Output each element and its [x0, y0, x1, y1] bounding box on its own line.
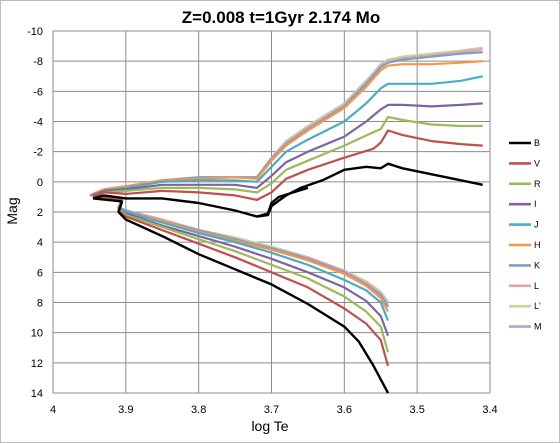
y-tick-label: -8 [33, 56, 43, 68]
x-axis-label: log Te [251, 418, 288, 434]
series-m-upper-line [103, 51, 483, 191]
series-v-connector-line [92, 191, 123, 201]
series-i-upper-line [103, 102, 483, 192]
series-k-upper-line [103, 51, 483, 191]
x-tick-label: 3.8 [191, 404, 206, 416]
legend: BV RI JHK L L' M [509, 138, 542, 332]
y-tick-label: 0 [37, 177, 43, 189]
series-b-upper-line [103, 162, 483, 218]
y-tick-label: 4 [37, 237, 43, 249]
legend-label-m: M [534, 322, 542, 332]
series-b-hook-line [256, 186, 309, 218]
x-tick-label: 3.7 [264, 404, 279, 416]
y-tick-label: 14 [31, 388, 43, 400]
legend-label-r: R [534, 179, 541, 189]
y-tick-label: 12 [31, 358, 43, 370]
series-j-upper-line [103, 75, 483, 192]
legend-label-j: J [534, 220, 539, 230]
tick-layer: -10 -8 -6 -4 -2 0 2 4 6 8 10 12 14 4 3.9 3.8 3.7 3.6 3.5 3.… [27, 26, 498, 416]
series-v-upper-line [103, 129, 483, 201]
x-tick-label: 3.6 [337, 404, 352, 416]
x-tick-label: 3.9 [118, 404, 133, 416]
series-b-lower-line [117, 201, 390, 394]
legend-label-v: V [534, 158, 540, 168]
legend-label-lp: L' [534, 301, 541, 311]
legend-label-k: K [534, 260, 540, 270]
legend-label-l: L [534, 281, 539, 291]
series-m-lower-line [117, 197, 389, 304]
series-v-lower-line [117, 199, 390, 367]
x-tick-label: 4 [50, 404, 56, 416]
series-b-connector-line [92, 194, 123, 203]
series-r-lower-line [117, 199, 390, 353]
y-tick-label: 2 [37, 207, 43, 219]
y-axis-label: Mag [4, 197, 20, 224]
series-h-upper-line [103, 60, 483, 191]
series-l-upper-line [103, 48, 483, 191]
legend-label-b: B [534, 138, 540, 148]
chart-title: Z=0.008 t=1Gyr 2.174 Mo [182, 8, 380, 27]
legend-label-h: H [534, 240, 541, 250]
series-layer [89, 46, 483, 394]
y-tick-label: 10 [31, 328, 43, 340]
y-tick-label: -10 [27, 26, 43, 38]
y-tick-label: -4 [33, 117, 43, 129]
y-tick-label: -2 [33, 147, 43, 159]
legend-label-i: I [534, 199, 537, 209]
y-tick-label: 6 [37, 267, 43, 279]
x-tick-label: 3.5 [410, 404, 425, 416]
series-lp-upper-line [103, 46, 483, 191]
y-tick-label: -6 [33, 86, 43, 98]
x-tick-label: 3.4 [482, 404, 497, 416]
series-j-lower-line [117, 197, 390, 322]
series-r-upper-line [103, 115, 483, 194]
y-tick-label: 8 [37, 298, 43, 310]
